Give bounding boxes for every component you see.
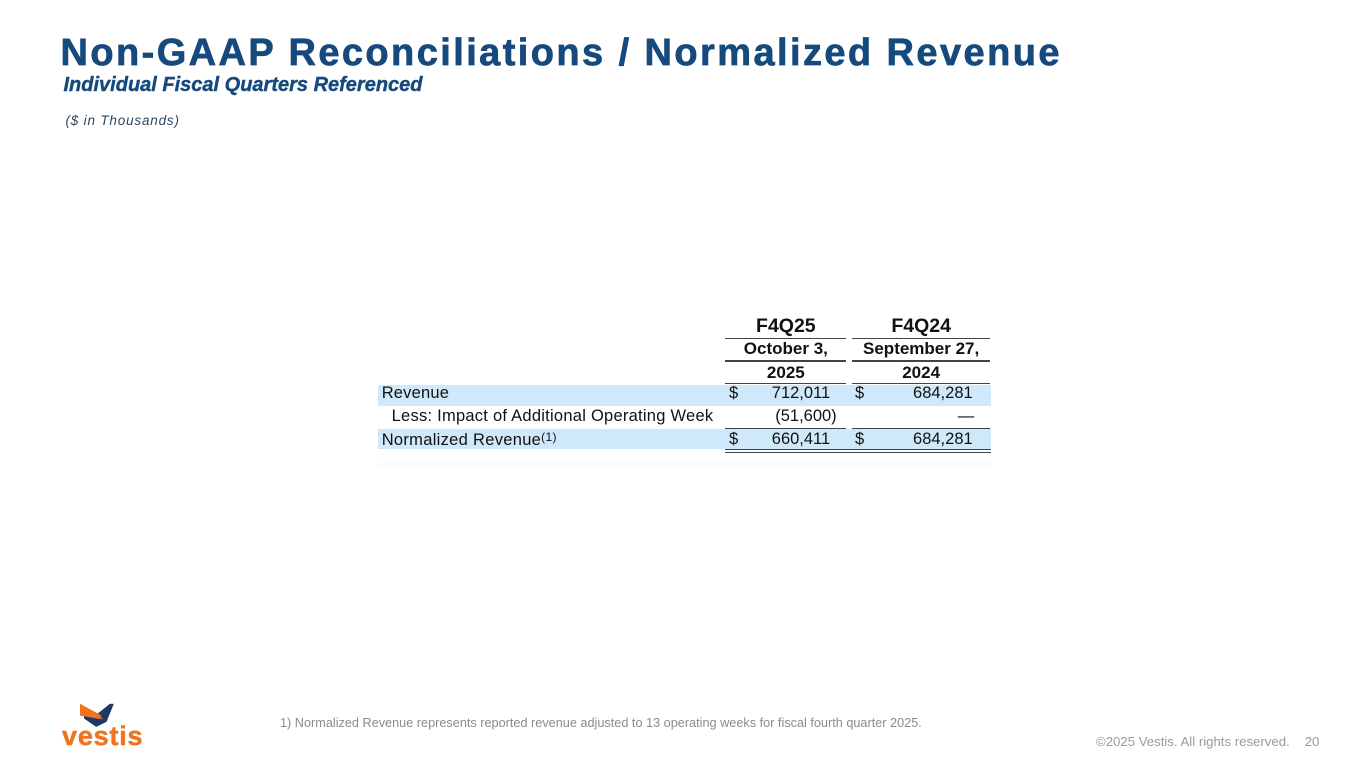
svg-text:vestis: vestis xyxy=(62,721,143,751)
